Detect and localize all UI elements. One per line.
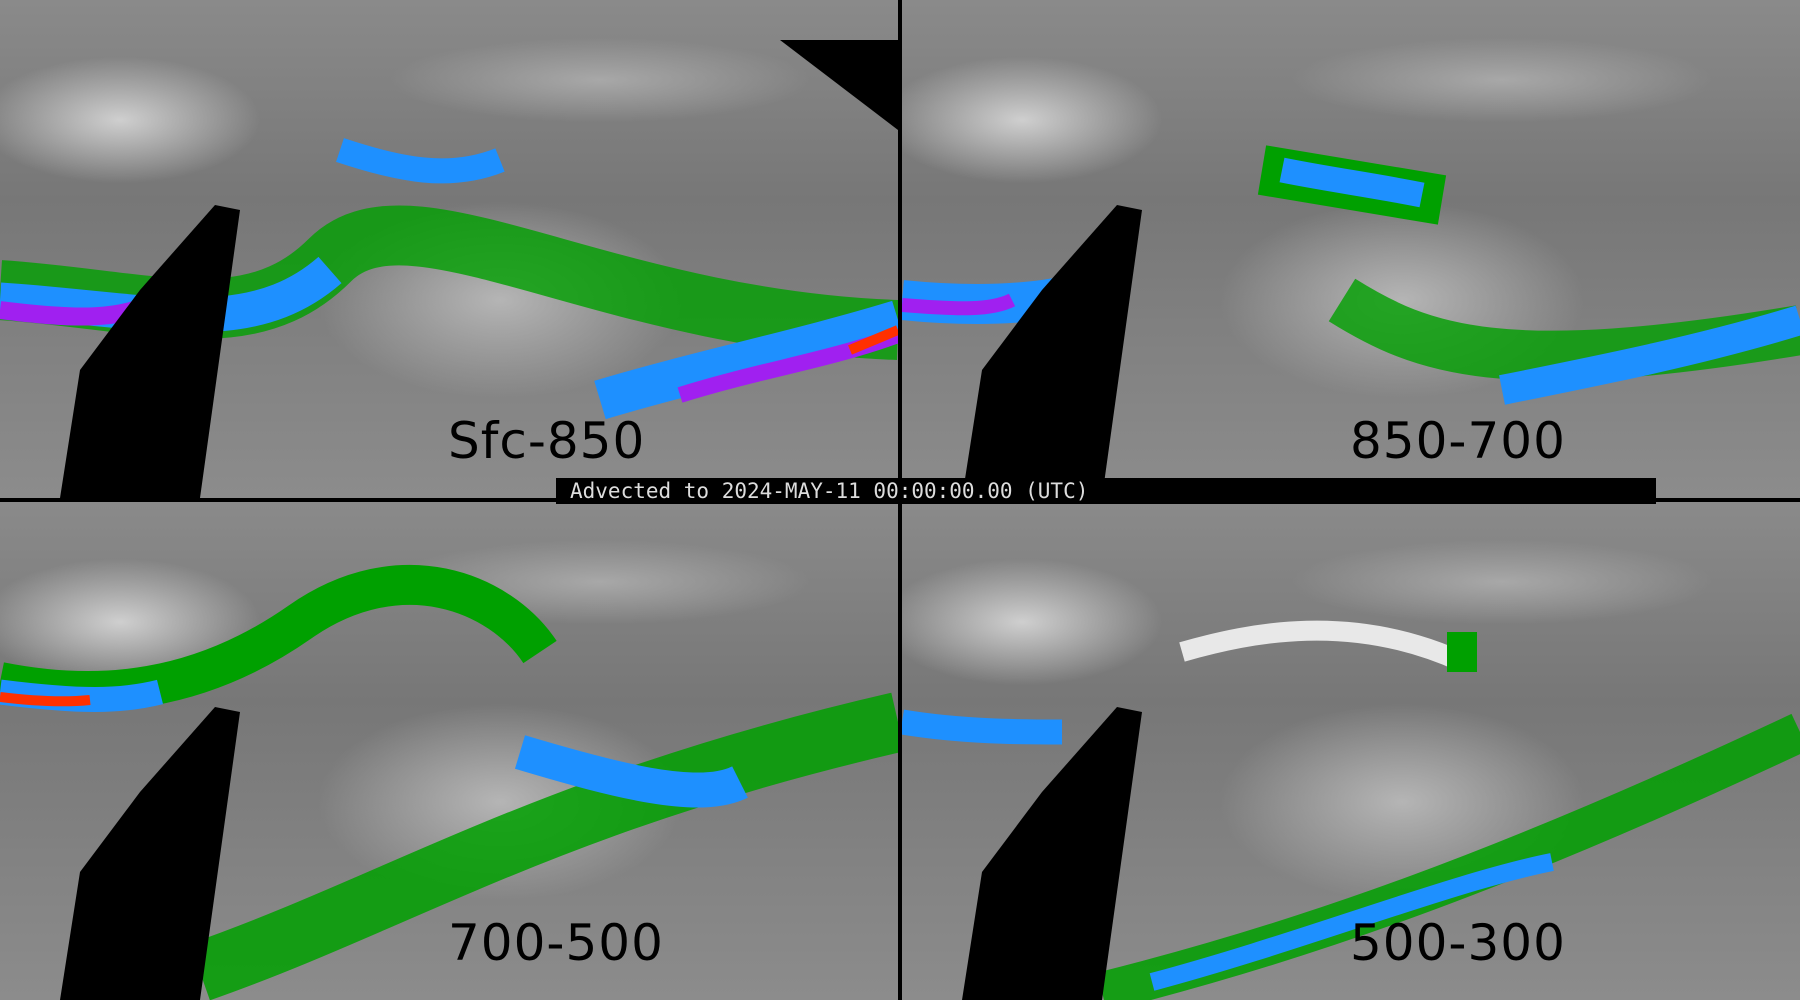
panel-label: Sfc-850 (448, 412, 646, 470)
no-data-mask (962, 205, 1142, 498)
panel-label: 700-500 (448, 914, 664, 972)
map-panel-850-700: 850-700 (902, 0, 1800, 498)
no-data-mask (962, 707, 1142, 1000)
moisture-transport-map (0, 40, 898, 498)
moisture-transport-map (902, 145, 1800, 498)
no-data-mask (60, 205, 240, 498)
valid-time-banner: Advected to 2024-MAY-11 00:00:00.00 (UTC… (556, 478, 1656, 504)
panel-label: 500-300 (1350, 914, 1566, 972)
map-panel-500-300: 500-300 (902, 502, 1800, 1000)
panel-label: 850-700 (1350, 412, 1566, 470)
moisture-transport-map (902, 620, 1800, 1000)
no-data-mask (60, 707, 240, 1000)
map-panel-sfc-850: Sfc-850 (0, 0, 898, 498)
moisture-transport-map (0, 564, 898, 1000)
map-panel-700-500: 700-500 (0, 502, 898, 1000)
